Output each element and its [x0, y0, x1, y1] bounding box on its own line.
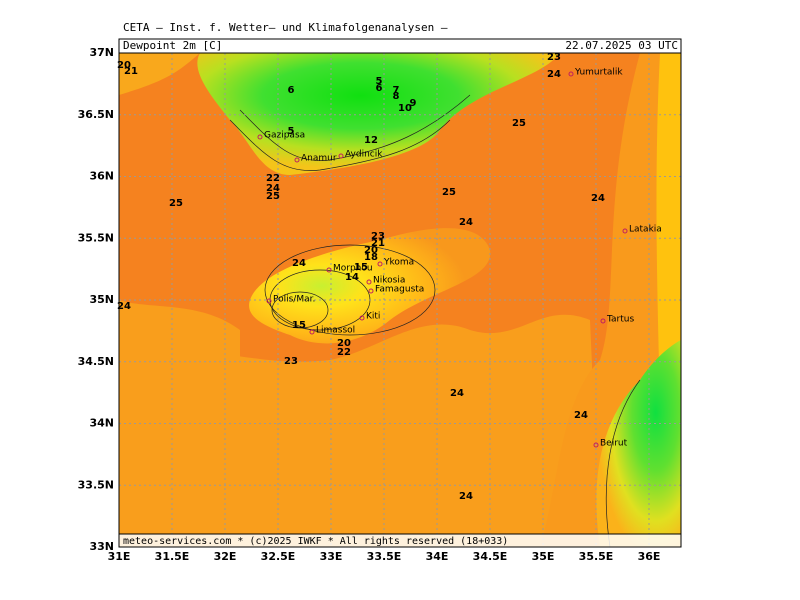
contour-label: 5 [376, 76, 383, 87]
place-marker [600, 318, 606, 324]
contour-label: 22 [337, 347, 351, 358]
contour-label: 24 [459, 491, 473, 502]
contour-label: 10 [398, 103, 412, 114]
contour-label: 23 [371, 231, 385, 242]
contour-label: 21 [124, 66, 138, 77]
place-name: Nikosia [373, 276, 405, 286]
map-field [119, 53, 681, 547]
lon-tick-label: 33.5E [367, 550, 402, 563]
lon-tick-label: 34.5E [473, 550, 508, 563]
place-marker [309, 329, 315, 335]
contour-label: 24 [292, 258, 306, 269]
lat-tick-label: 36.5N [78, 108, 114, 121]
lon-tick-label: 34E [426, 550, 449, 563]
contour-label: 25 [512, 118, 526, 129]
place-name: Polis/Mar. [273, 295, 315, 305]
field-name: Dewpoint 2m [C] [123, 39, 222, 52]
place-name: Kiti [366, 312, 380, 322]
contour-label: 6 [288, 85, 295, 96]
place-name: Ykoma [383, 258, 414, 268]
contour-label: 9 [410, 98, 417, 109]
contour-label: 24 [574, 410, 588, 421]
lon-tick-label: 35E [532, 550, 555, 563]
place-name: Famagusta [375, 285, 424, 295]
place-name: Limassol [316, 326, 355, 336]
contour-label: 24 [459, 217, 473, 228]
lat-tick-label: 36N [89, 170, 114, 183]
place-marker [266, 298, 272, 304]
lon-tick-label: 36E [638, 550, 661, 563]
place-name: Gazipasa [264, 131, 305, 141]
place-name: Morphou [333, 264, 373, 274]
contour-label: 25 [169, 198, 183, 209]
header-title: CETA – Inst. f. Wetter– und Klimafolgena… [123, 21, 448, 34]
place-marker [568, 71, 574, 77]
footer-text: meteo-services.com * (c)2025 IWKF * All … [123, 536, 508, 547]
contour-label: 20 [337, 338, 351, 349]
place-marker [368, 288, 374, 294]
place-marker [257, 134, 263, 140]
contour-label: 24 [591, 193, 605, 204]
lon-tick-label: 35.5E [579, 550, 614, 563]
contour-label: 14 [345, 272, 359, 283]
header-box [118, 38, 682, 54]
contour-label: 5 [288, 126, 295, 137]
lon-tick-label: 31.5E [155, 550, 190, 563]
lat-tick-label: 33.5N [78, 478, 114, 491]
lat-tick-label: 33N [89, 540, 114, 553]
contour-label: 12 [364, 135, 378, 146]
valid-time: 22.07.2025 03 UTC [565, 39, 678, 52]
place-name: Anamur [301, 154, 337, 164]
place-marker [366, 279, 372, 285]
contour-label: 20 [117, 60, 131, 71]
lat-tick-label: 34N [89, 417, 114, 430]
place-name: Yumurtalik [574, 68, 623, 78]
place-name: Beirut [600, 439, 628, 449]
place-name: Latakia [629, 225, 662, 235]
contour-label: 20 [364, 245, 378, 256]
lon-tick-label: 31E [108, 550, 131, 563]
contour-label: 7 [393, 85, 400, 96]
lon-tick-label: 32.5E [261, 550, 296, 563]
place-marker [338, 153, 344, 159]
footer-box [118, 533, 682, 548]
contour-label: 18 [364, 252, 378, 263]
contour-label: 25 [442, 187, 456, 198]
lat-tick-label: 37N [89, 46, 114, 59]
lat-tick-label: 35.5N [78, 231, 114, 244]
place-name: Tartus [606, 315, 634, 325]
place-marker [326, 267, 332, 273]
place-name: Aydincik [345, 150, 383, 160]
contour-label: 15 [292, 320, 306, 331]
lat-tick-label: 35N [89, 293, 114, 306]
contour-label: 22 [266, 173, 280, 184]
contour-label: 21 [371, 238, 385, 249]
place-marker [359, 315, 365, 321]
graticule [119, 53, 681, 547]
contour-label: 15 [354, 262, 368, 273]
contour-label: 25 [266, 191, 280, 202]
contour-label: 24 [547, 69, 561, 80]
contour-label: 8 [393, 91, 400, 102]
contour-label: 23 [284, 356, 298, 367]
place-marker [593, 442, 599, 448]
contour-label: 6 [376, 83, 383, 94]
place-marker [622, 228, 628, 234]
contour-label: 24 [450, 388, 464, 399]
place-marker [294, 157, 300, 163]
lon-tick-label: 32E [214, 550, 237, 563]
contour-label: 23 [547, 52, 561, 63]
contour-label: 24 [117, 301, 131, 312]
place-marker [377, 261, 383, 267]
lat-tick-label: 34.5N [78, 355, 114, 368]
lon-tick-label: 33E [320, 550, 343, 563]
contour-label: 24 [266, 183, 280, 194]
